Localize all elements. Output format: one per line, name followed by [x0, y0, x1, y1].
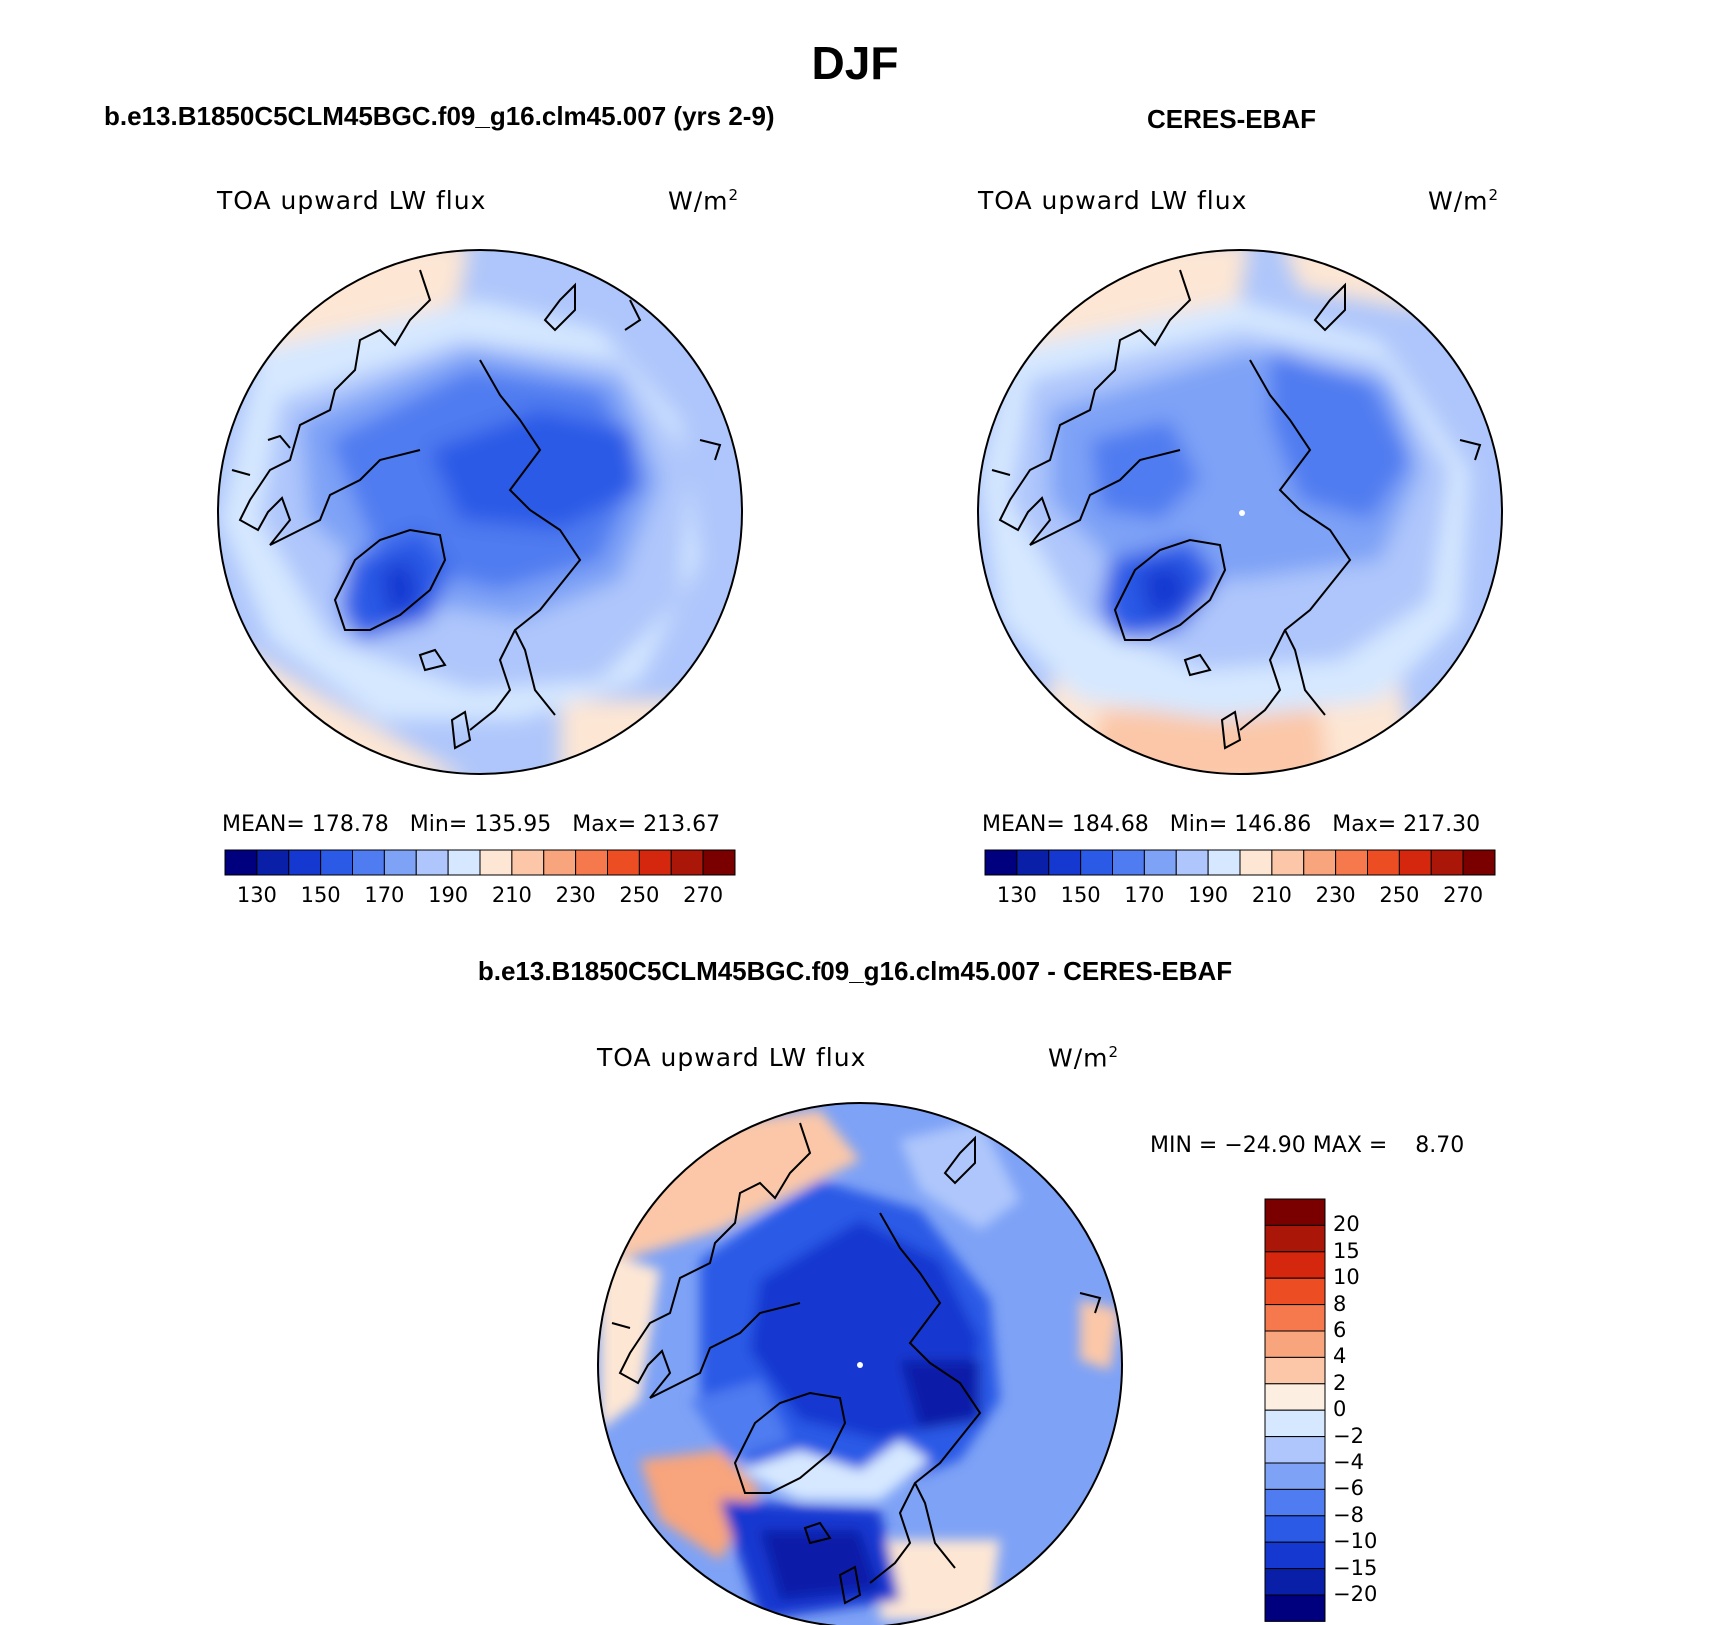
obs-colorbar-tick-label: 230 [1315, 883, 1356, 907]
model-colorbar-swatch [288, 849, 322, 876]
model-colorbar-tick-label: 210 [491, 883, 532, 907]
obs-colorbar-swatch [1367, 849, 1400, 876]
obs-colorbar-swatch [1112, 849, 1145, 876]
diff-colorbar-tick-label: 20 [1333, 1212, 1360, 1237]
diff-panel-heading: b.e13.B1850C5CLM45BGC.f09_g16.clm45.007 … [477, 956, 1233, 986]
model-polar-map [217, 249, 743, 775]
obs-colorbar-swatch [1335, 849, 1368, 876]
diff-colorbar-tick-label: 2 [1333, 1370, 1347, 1395]
diff-colorbar-tick-label: 0 [1333, 1397, 1347, 1422]
diff-colorbar-tick-label: −8 [1333, 1502, 1364, 1527]
diff-colorbar [1264, 1198, 1326, 1622]
model-colorbar-swatch [383, 849, 417, 876]
obs-variable-label: TOA upward LW flux [978, 186, 1248, 215]
obs-colorbar-swatch [1430, 849, 1464, 876]
diff-colorbar-swatch [1264, 1409, 1326, 1438]
obs-colorbar-swatch [1175, 849, 1209, 876]
diff-colorbar-swatch [1264, 1277, 1326, 1306]
model-colorbar-swatch [543, 849, 577, 876]
obs-colorbar [984, 849, 1496, 876]
diff-variable-label: TOA upward LW flux [597, 1043, 867, 1072]
model-colorbar-tick-label: 230 [555, 883, 596, 907]
diff-colorbar-swatch [1264, 1330, 1326, 1358]
diff-colorbar-swatch [1264, 1436, 1326, 1464]
figure-title: DJF [811, 37, 899, 89]
obs-colorbar-swatch [1239, 849, 1273, 876]
obs-colorbar-tick-label: 130 [996, 883, 1037, 907]
obs-colorbar-swatch [1016, 849, 1050, 876]
obs-panel-heading: CERES-EBAF [1147, 104, 1317, 134]
diff-colorbar-swatch [1264, 1304, 1326, 1332]
model-colorbar-swatch [575, 849, 608, 876]
diff-colorbar-swatch [1264, 1224, 1326, 1253]
diff-colorbar-swatch [1264, 1541, 1326, 1570]
obs-colorbar-swatch [1048, 849, 1082, 876]
diff-colorbar-swatch [1264, 1462, 1326, 1490]
diff-colorbar-swatch [1264, 1568, 1326, 1596]
diff-colorbar-swatch [1264, 1251, 1326, 1279]
obs-colorbar-tick-label: 270 [1443, 883, 1484, 907]
diff-colorbar-swatch [1264, 1383, 1326, 1411]
obs-colorbar-swatch [1462, 849, 1496, 876]
diff-colorbar-tick-label: −10 [1333, 1529, 1378, 1554]
model-colorbar-swatch [670, 849, 704, 876]
diff-colorbar-tick-label: 8 [1333, 1291, 1347, 1316]
obs-colorbar-swatch [1143, 849, 1177, 876]
model-colorbar-tick-label: 170 [364, 883, 405, 907]
diff-colorbar-swatch [1264, 1356, 1326, 1385]
model-colorbar-swatch [447, 849, 481, 876]
model-colorbar [224, 849, 736, 876]
diff-colorbar-tick-label: −4 [1333, 1450, 1364, 1474]
model-colorbar-swatch [479, 849, 513, 876]
model-variable-label: TOA upward LW flux [217, 186, 487, 215]
diff-colorbar-tick-label: −6 [1333, 1476, 1364, 1501]
diff-min-max: MIN = −24.90 MAX = 8.70 [1150, 1133, 1465, 1158]
diff-colorbar-tick-label: −20 [1333, 1582, 1378, 1606]
model-stats: MEAN= 178.78 Min= 135.95 Max= 213.67 [222, 812, 721, 837]
diff-colorbar-tick-label: −2 [1333, 1423, 1364, 1448]
diff-colorbar-tick-label: 4 [1333, 1344, 1347, 1369]
diff-units-label: W/m2 [1048, 1043, 1120, 1073]
model-colorbar-swatch [415, 849, 449, 876]
diff-colorbar-tick-label: −15 [1333, 1555, 1378, 1580]
diff-colorbar-swatch [1264, 1198, 1326, 1226]
model-panel-heading: b.e13.B1850C5CLM45BGC.f09_g16.clm45.007 … [104, 101, 775, 131]
obs-colorbar-tick-label: 170 [1124, 883, 1165, 907]
model-colorbar-swatch [224, 849, 258, 876]
diff-colorbar-swatch [1264, 1515, 1326, 1543]
obs-polar-map [977, 249, 1503, 775]
model-colorbar-swatch [352, 849, 385, 876]
diff-colorbar-tick-label: 10 [1333, 1265, 1360, 1290]
model-colorbar-tick-label: 150 [300, 883, 341, 907]
diff-colorbar-swatch [1264, 1594, 1326, 1622]
diff-colorbar-swatch [1264, 1488, 1326, 1517]
obs-colorbar-swatch [1271, 849, 1305, 876]
obs-colorbar-swatch [1303, 849, 1337, 876]
obs-colorbar-swatch [1398, 849, 1432, 876]
obs-colorbar-tick-label: 210 [1251, 883, 1292, 907]
model-colorbar-swatch [702, 849, 736, 876]
obs-stats: MEAN= 184.68 Min= 146.86 Max= 217.30 [982, 812, 1481, 837]
obs-colorbar-swatch [1207, 849, 1241, 876]
obs-colorbar-tick-label: 190 [1188, 883, 1229, 907]
obs-colorbar-tick-label: 150 [1060, 883, 1101, 907]
model-colorbar-swatch [320, 849, 353, 876]
obs-colorbar-tick-label: 250 [1379, 883, 1420, 907]
model-colorbar-tick-label: 130 [236, 883, 277, 907]
model-colorbar-tick-label: 250 [619, 883, 660, 907]
model-colorbar-swatch [607, 849, 640, 876]
model-colorbar-swatch [638, 849, 672, 876]
obs-units-label: W/m2 [1428, 186, 1500, 216]
diff-polar-map [597, 1102, 1123, 1625]
model-units-label: W/m2 [668, 186, 740, 216]
obs-colorbar-swatch [984, 849, 1018, 876]
model-colorbar-tick-label: 190 [428, 883, 469, 907]
obs-colorbar-swatch [1080, 849, 1113, 876]
model-colorbar-tick-label: 270 [683, 883, 724, 907]
diff-colorbar-tick-label: 6 [1333, 1318, 1347, 1342]
model-colorbar-swatch [256, 849, 290, 876]
model-colorbar-swatch [511, 849, 545, 876]
diff-colorbar-tick-label: 15 [1333, 1238, 1360, 1263]
